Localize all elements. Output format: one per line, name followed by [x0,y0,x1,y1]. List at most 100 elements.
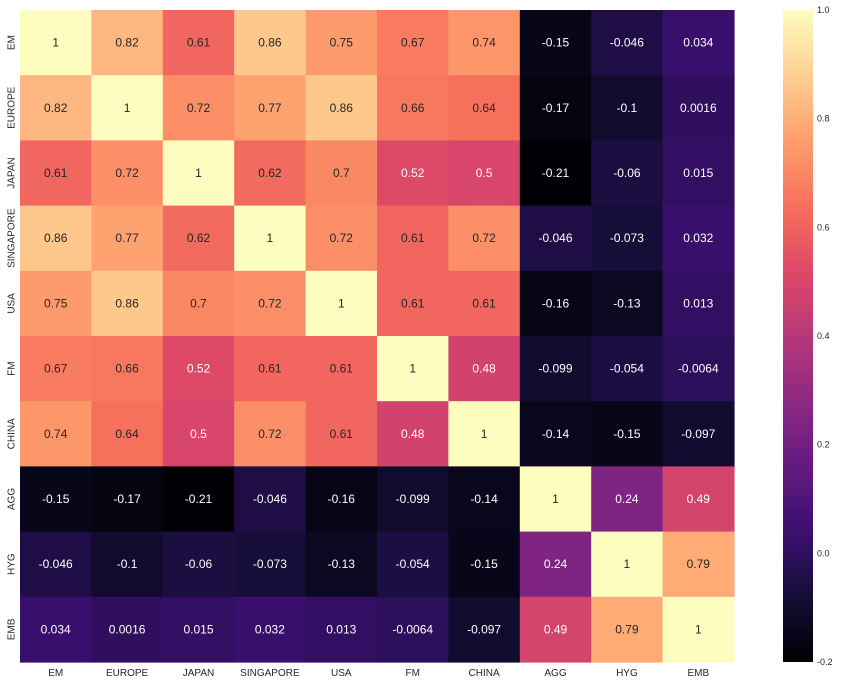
heatmap-cell-usa-emb [662,270,735,337]
cell-value-label: 0.62 [258,166,282,180]
x-axis-tick-labels: EM EUROPE JAPAN SINGAPORE USA FM CHINA AGG HYG EM… [48,668,709,679]
cell-value-label: 0.48 [472,362,496,376]
heatmap-cell-usa-europe [91,270,164,337]
colorbar-tick-label: 0.0 [817,548,830,558]
heatmap-cell-em-europe [91,10,164,76]
cell-value-label: 0.86 [44,231,68,245]
cell-value-label: -0.054 [610,362,644,376]
heatmap-cell-emb-china [448,596,521,663]
heatmap-cell-emb-singapore [234,596,307,663]
cell-value-label: 0.79 [687,557,711,571]
heatmap-cell-singapore-fm [377,205,449,272]
heatmap-cell-singapore-hyg [591,205,664,272]
cell-value-label: 0.67 [44,362,68,376]
heatmap-cell-usa-china [448,270,521,337]
heatmap-cell-hyg-europe [91,531,164,598]
cell-value-label: -0.15 [613,427,641,441]
cell-value-label: -0.099 [538,362,572,376]
heatmap-cell-europe-china [448,75,521,141]
colorbar-tick-label: 1.0 [817,5,830,15]
heatmap-cell-emb-japan [162,596,235,663]
cell-value-label: -0.16 [328,492,356,506]
cell-value-label: 0.61 [187,36,211,50]
cell-value-label: 0.61 [258,362,282,376]
cell-value-label: 0.032 [255,622,285,636]
y-tick-label: EM [7,35,18,50]
x-tick-label: EUROPE [106,668,149,679]
heatmap-cell-china-china [448,401,521,467]
heatmap-cell-china-emb [662,401,735,467]
heatmap-annotations: 1 0.82 0.61 0.86 0.75 0.67 0.74 -0.15 -0.046 0.03… [39,36,719,637]
cell-value-label: 1 [195,166,202,180]
x-tick-label: HYG [616,668,638,679]
cell-value-label: 0.034 [41,622,71,636]
cell-value-label: 0.86 [330,101,354,115]
heatmap-cell-japan-europe [91,140,164,207]
heatmap-cell-em-hyg [591,10,664,76]
heatmap-cell-hyg-china [448,531,521,598]
cell-value-label: 0.5 [190,427,207,441]
cell-value-label: 0.013 [326,622,356,636]
heatmap-cell-agg-agg [519,466,592,533]
cell-value-label: 0.77 [115,231,139,245]
heatmap-cell-emb-em [20,596,92,663]
heatmap-cell-japan-hyg [591,140,664,207]
cell-value-label: 0.24 [615,492,639,506]
cell-value-label: 0.79 [615,622,639,636]
heatmap-cell-agg-usa [305,466,378,533]
heatmap-cell-europe-fm [377,75,449,141]
cell-value-label: -0.17 [113,492,141,506]
colorbar-tick-label: 0.2 [817,440,830,450]
heatmap-cell-china-agg [519,401,592,467]
heatmap-cell-agg-emb [662,466,735,533]
heatmap-cell-japan-agg [519,140,592,207]
heatmap-cell-fm-fm [377,336,449,402]
x-tick-label: FM [405,668,419,679]
y-tick-label: AGG [7,488,18,510]
heatmap-cell-europe-japan [162,75,235,141]
cell-value-label: -0.046 [538,231,572,245]
cell-value-label: 1 [695,622,702,636]
heatmap-cell-em-emb [662,10,735,76]
heatmap-cells [20,10,735,663]
heatmap-cell-china-usa [305,401,378,467]
cell-value-label: 0.49 [687,492,711,506]
cell-value-label: 0.7 [190,296,207,310]
heatmap-cell-hyg-emb [662,531,735,598]
cell-value-label: 0.5 [476,166,493,180]
heatmap-cell-agg-japan [162,466,235,533]
heatmap-cell-hyg-singapore [234,531,307,598]
cell-value-label: 0.82 [115,36,139,50]
cell-value-label: 1 [124,101,131,115]
cell-value-label: 0.74 [472,36,496,50]
heatmap-cell-china-hyg [591,401,664,467]
cell-value-label: 0.034 [683,36,713,50]
heatmap-cell-fm-japan [162,336,235,402]
heatmap-cell-hyg-fm [377,531,449,598]
y-tick-label: SINGAPORE [7,208,18,268]
heatmap-cell-fm-china [448,336,521,402]
cell-value-label: -0.13 [613,296,641,310]
cell-value-label: 0.64 [115,427,139,441]
cell-value-label: -0.1 [117,557,138,571]
x-tick-label: USA [331,668,352,679]
cell-value-label: -0.073 [610,231,644,245]
cell-value-label: -0.21 [185,492,213,506]
heatmap-cell-agg-europe [91,466,164,533]
heatmap-cell-singapore-agg [519,205,592,272]
heatmap-cell-japan-japan [162,140,235,207]
cell-value-label: 0.75 [44,296,68,310]
cell-value-label: -0.14 [542,427,570,441]
cell-value-label: -0.073 [253,557,287,571]
heatmap-cell-singapore-europe [91,205,164,272]
y-axis-tick-labels: EM EUROPE JAPAN SINGAPORE USA FM CHINA AGG HYG EM… [7,35,18,640]
cell-value-label: 0.75 [330,36,354,50]
cell-value-label: 1 [338,296,345,310]
cell-value-label: 0.52 [401,166,425,180]
heatmap-cell-fm-usa [305,336,378,402]
cell-value-label: 0.015 [183,622,213,636]
y-tick-label: HYG [7,553,18,575]
cell-value-label: 0.77 [258,101,282,115]
